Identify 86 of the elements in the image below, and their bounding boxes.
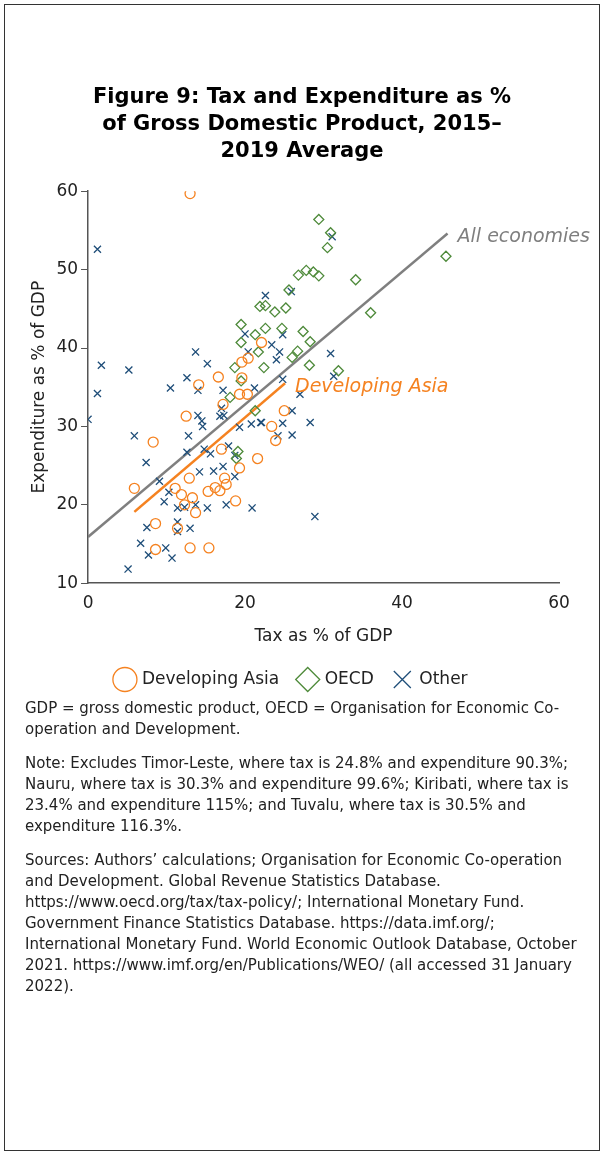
- point: [184, 542, 196, 554]
- point: [202, 485, 214, 498]
- point: [218, 472, 231, 484]
- point: [180, 410, 192, 422]
- point: [259, 300, 272, 312]
- point: [128, 482, 140, 494]
- point: [252, 346, 265, 358]
- point: [242, 352, 254, 364]
- point: [269, 306, 281, 318]
- point: [364, 307, 377, 319]
- point: [229, 361, 241, 374]
- point: [258, 361, 270, 374]
- point: [313, 213, 325, 226]
- point: [209, 481, 221, 494]
- point: [249, 329, 261, 341]
- point: [184, 191, 196, 200]
- point: [254, 300, 266, 313]
- y-tick-label: 20: [56, 493, 79, 514]
- text: GDP = gross domestic product, OECD = Organisation for Economic Co-operation and Development.: [25, 698, 561, 740]
- point: [230, 452, 243, 465]
- x-tick-label: 0: [82, 591, 94, 612]
- point: [212, 371, 224, 383]
- point: [297, 325, 309, 338]
- chart-title: Figure 9: Tax and Expenditure as % of Gross Domestic Product, 2015–2019 Average: [91, 83, 513, 164]
- point: [266, 420, 278, 433]
- point: [169, 482, 181, 494]
- legend-label: Other: [419, 667, 468, 688]
- point: [235, 336, 247, 349]
- point: [286, 351, 298, 364]
- point: [186, 492, 199, 504]
- series-label: Developing Asia: [295, 374, 449, 397]
- point: [214, 485, 226, 497]
- y-tick-label: 60: [56, 179, 79, 200]
- point: [307, 266, 319, 278]
- source-note: Sources: Authors’ calculations; Organisation for Economic Co-operation and Development. Global Revenue Statistics Database. https://www.oecd.org/tax/tax-policy/; International Monetary Fund. Government Finance Statistics Database. https://data.imf.org/; International Monetary Fund. World Economic Outlook Database, October 2021. https://www.imf.org/en/Publications/WEO/ (all accessed 31 January 2022).: [25, 850, 578, 997]
- y-axis-title: Expenditure as % of GDP: [27, 280, 48, 494]
- point: [283, 284, 295, 296]
- point: [147, 436, 159, 448]
- point: [241, 388, 254, 400]
- point: [278, 405, 290, 417]
- point: [203, 542, 215, 554]
- point: [175, 488, 188, 501]
- point: [300, 264, 312, 277]
- y-tick-label: 40: [56, 336, 79, 357]
- point: [269, 434, 282, 447]
- y-tick-label: 10: [56, 571, 79, 592]
- point: [324, 227, 337, 239]
- point: [259, 322, 272, 335]
- y-tick-label: 30: [56, 414, 79, 435]
- legend-label: Developing Asia: [141, 667, 280, 688]
- point: [224, 391, 236, 404]
- point: [229, 495, 242, 507]
- point: [232, 445, 244, 458]
- point: [292, 269, 305, 281]
- point: [149, 543, 162, 556]
- legend-label: OECD: [324, 667, 374, 688]
- point: [183, 472, 195, 484]
- text: Note: Excludes Timor-Leste, where tax is 24.8% and expenditure 90.3%; Nauru, where tax is 30.3% and expenditure 99.6%; Kiribati, where tax is 23.4% and expenditure 115%; and Tuvalu, where tax is 30.5% and expenditure 116.3%.: [25, 753, 570, 837]
- point: [440, 250, 452, 262]
- point: [251, 452, 264, 465]
- y-tick-label: 50: [56, 258, 79, 279]
- x-axis-title: Tax as % of GDP: [253, 625, 393, 646]
- point: [350, 274, 362, 286]
- point: [215, 443, 228, 455]
- point: [235, 318, 247, 331]
- point: [149, 517, 162, 530]
- point: [255, 336, 268, 349]
- point: [304, 336, 316, 348]
- point: [249, 405, 261, 417]
- point: [321, 242, 334, 254]
- point: [220, 478, 232, 491]
- x-tick-label: 40: [391, 591, 413, 612]
- point: [233, 388, 246, 400]
- series-label: All economies: [455, 224, 591, 247]
- point: [233, 462, 246, 474]
- point: [332, 365, 345, 377]
- point: [189, 506, 202, 519]
- point: [193, 379, 205, 391]
- point: [313, 270, 325, 282]
- point: [276, 322, 288, 335]
- x-tick-label: 20: [234, 591, 256, 612]
- point: [303, 359, 316, 371]
- x-tick-label: 60: [548, 591, 570, 612]
- point: [291, 345, 304, 357]
- point: [236, 356, 248, 368]
- point: [280, 302, 292, 314]
